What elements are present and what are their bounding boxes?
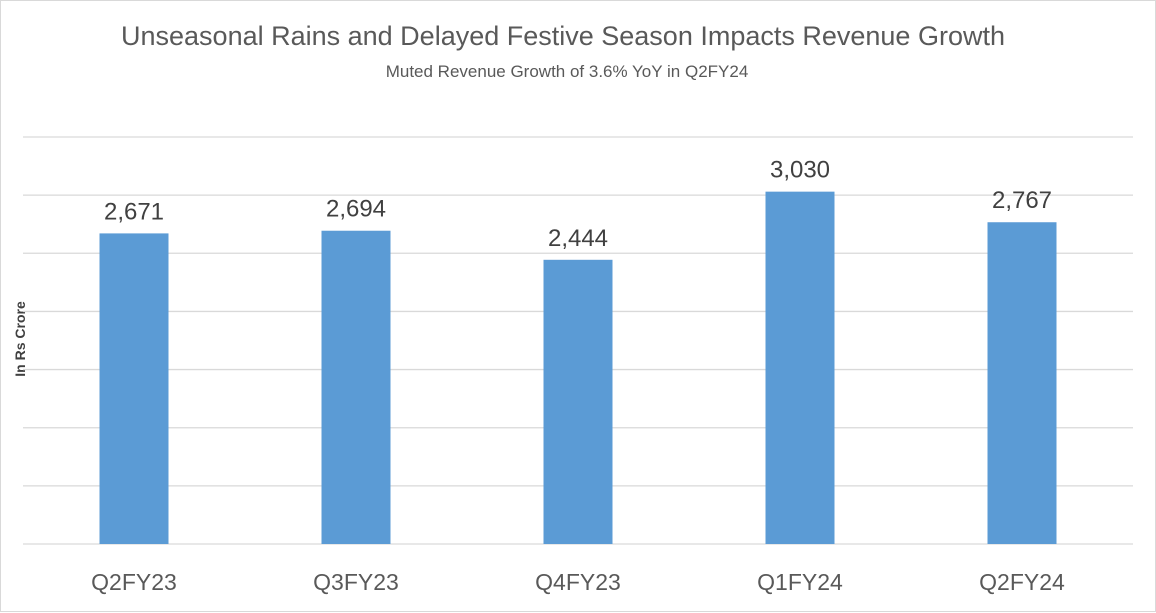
bars xyxy=(99,191,1057,544)
chart-title: Unseasonal Rains and Delayed Festive Sea… xyxy=(121,21,1005,51)
data-label-q2fy23: 2,671 xyxy=(104,198,164,225)
x-axis-ticks: Q2FY23 Q3FY23 Q4FY23 Q1FY24 Q2FY24 xyxy=(91,569,1065,595)
bar-q2fy24 xyxy=(987,222,1057,544)
bar-q4fy23 xyxy=(543,259,613,544)
data-label-q1fy24: 3,030 xyxy=(770,157,830,184)
x-tick-q2fy23: Q2FY23 xyxy=(91,569,177,595)
x-tick-q3fy23: Q3FY23 xyxy=(313,569,399,595)
x-tick-q4fy23: Q4FY23 xyxy=(535,569,621,595)
data-label-q4fy23: 2,444 xyxy=(548,225,608,252)
data-label-q2fy24: 2,767 xyxy=(992,187,1052,214)
bar-q1fy24 xyxy=(765,191,835,544)
data-label-q3fy23: 2,694 xyxy=(326,196,386,223)
bar-q3fy23 xyxy=(321,230,391,544)
chart-subtitle: Muted Revenue Growth of 3.6% YoY in Q2FY… xyxy=(385,62,749,81)
x-tick-q2fy24: Q2FY24 xyxy=(979,569,1065,595)
bar-q2fy23 xyxy=(99,233,169,544)
x-tick-q1fy24: Q1FY24 xyxy=(757,569,843,595)
data-labels: 2,671 2,694 2,444 3,030 2,767 xyxy=(104,157,1052,252)
